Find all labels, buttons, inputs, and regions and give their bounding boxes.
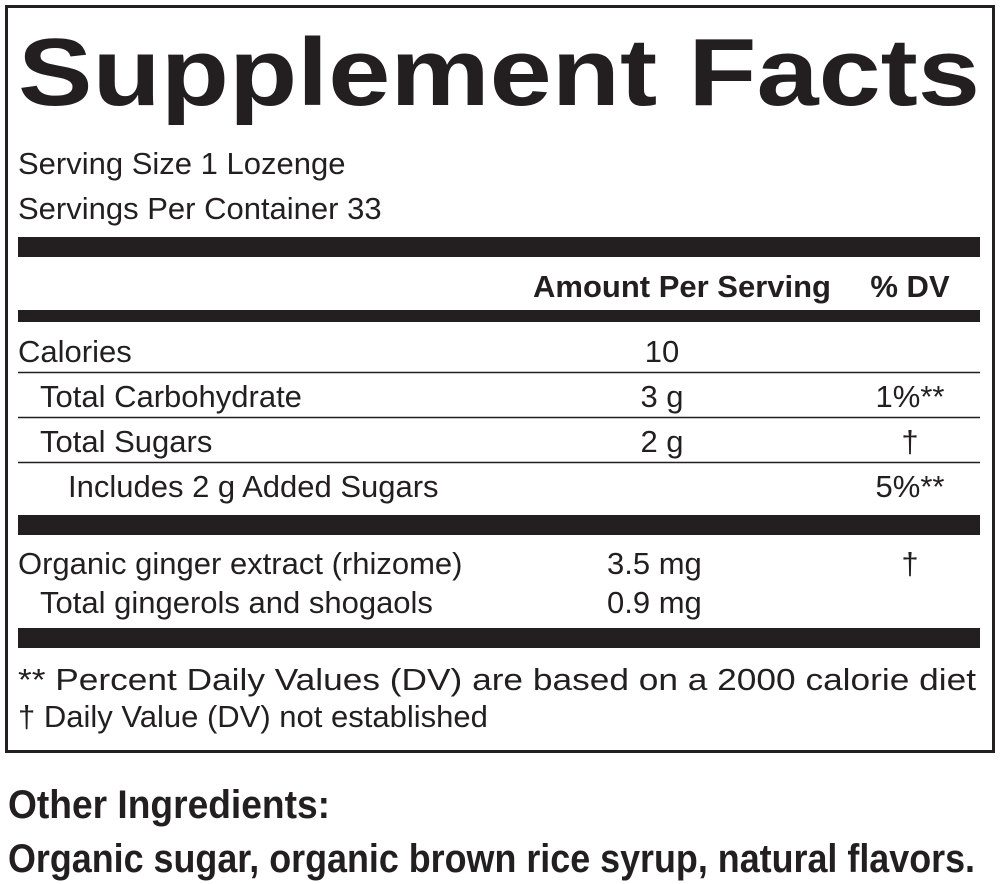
thick-rule [18,515,980,535]
ingredient-name: Total gingerols and shogaols [40,585,433,620]
dv-header: % DV [870,269,950,304]
nutrient-name: Includes 2 g Added Sugars [68,469,439,504]
footnote: ** Percent Daily Values (DV) are based o… [18,662,976,697]
nutrient-name: Total Carbohydrate [40,379,302,414]
thick-rule [18,310,980,322]
servings-per-container: Servings Per Container 33 [18,191,382,226]
title: Supplement Facts [18,19,980,126]
nutrient-name: Total Sugars [40,424,212,459]
other-ingredients-heading: Other Ingredients: [8,783,330,827]
ingredient-name: Organic ginger extract (rhizome) [18,546,463,581]
footnote: † Daily Value (DV) not established [18,699,488,734]
nutrient-dv: 5%** [876,469,945,504]
nutrient-amount: 2 g [640,424,683,459]
label-border [5,5,995,753]
nutrient-amount: 3 g [640,379,683,414]
ingredient-dv: † [901,546,918,581]
ingredient-amount: 3.5 mg [607,546,702,581]
thick-rule [18,628,980,648]
thick-rule [18,237,980,257]
nutrient-dv: † [901,424,918,459]
ingredient-amount: 0.9 mg [607,585,702,620]
serving-size: Serving Size 1 Lozenge [18,146,345,181]
amount-header: Amount Per Serving [533,269,831,304]
other-ingredients-text: Organic sugar, organic brown rice syrup,… [8,837,975,881]
nutrient-name: Calories [18,334,132,369]
nutrient-dv: 1%** [876,379,945,414]
nutrient-amount: 10 [645,334,679,369]
